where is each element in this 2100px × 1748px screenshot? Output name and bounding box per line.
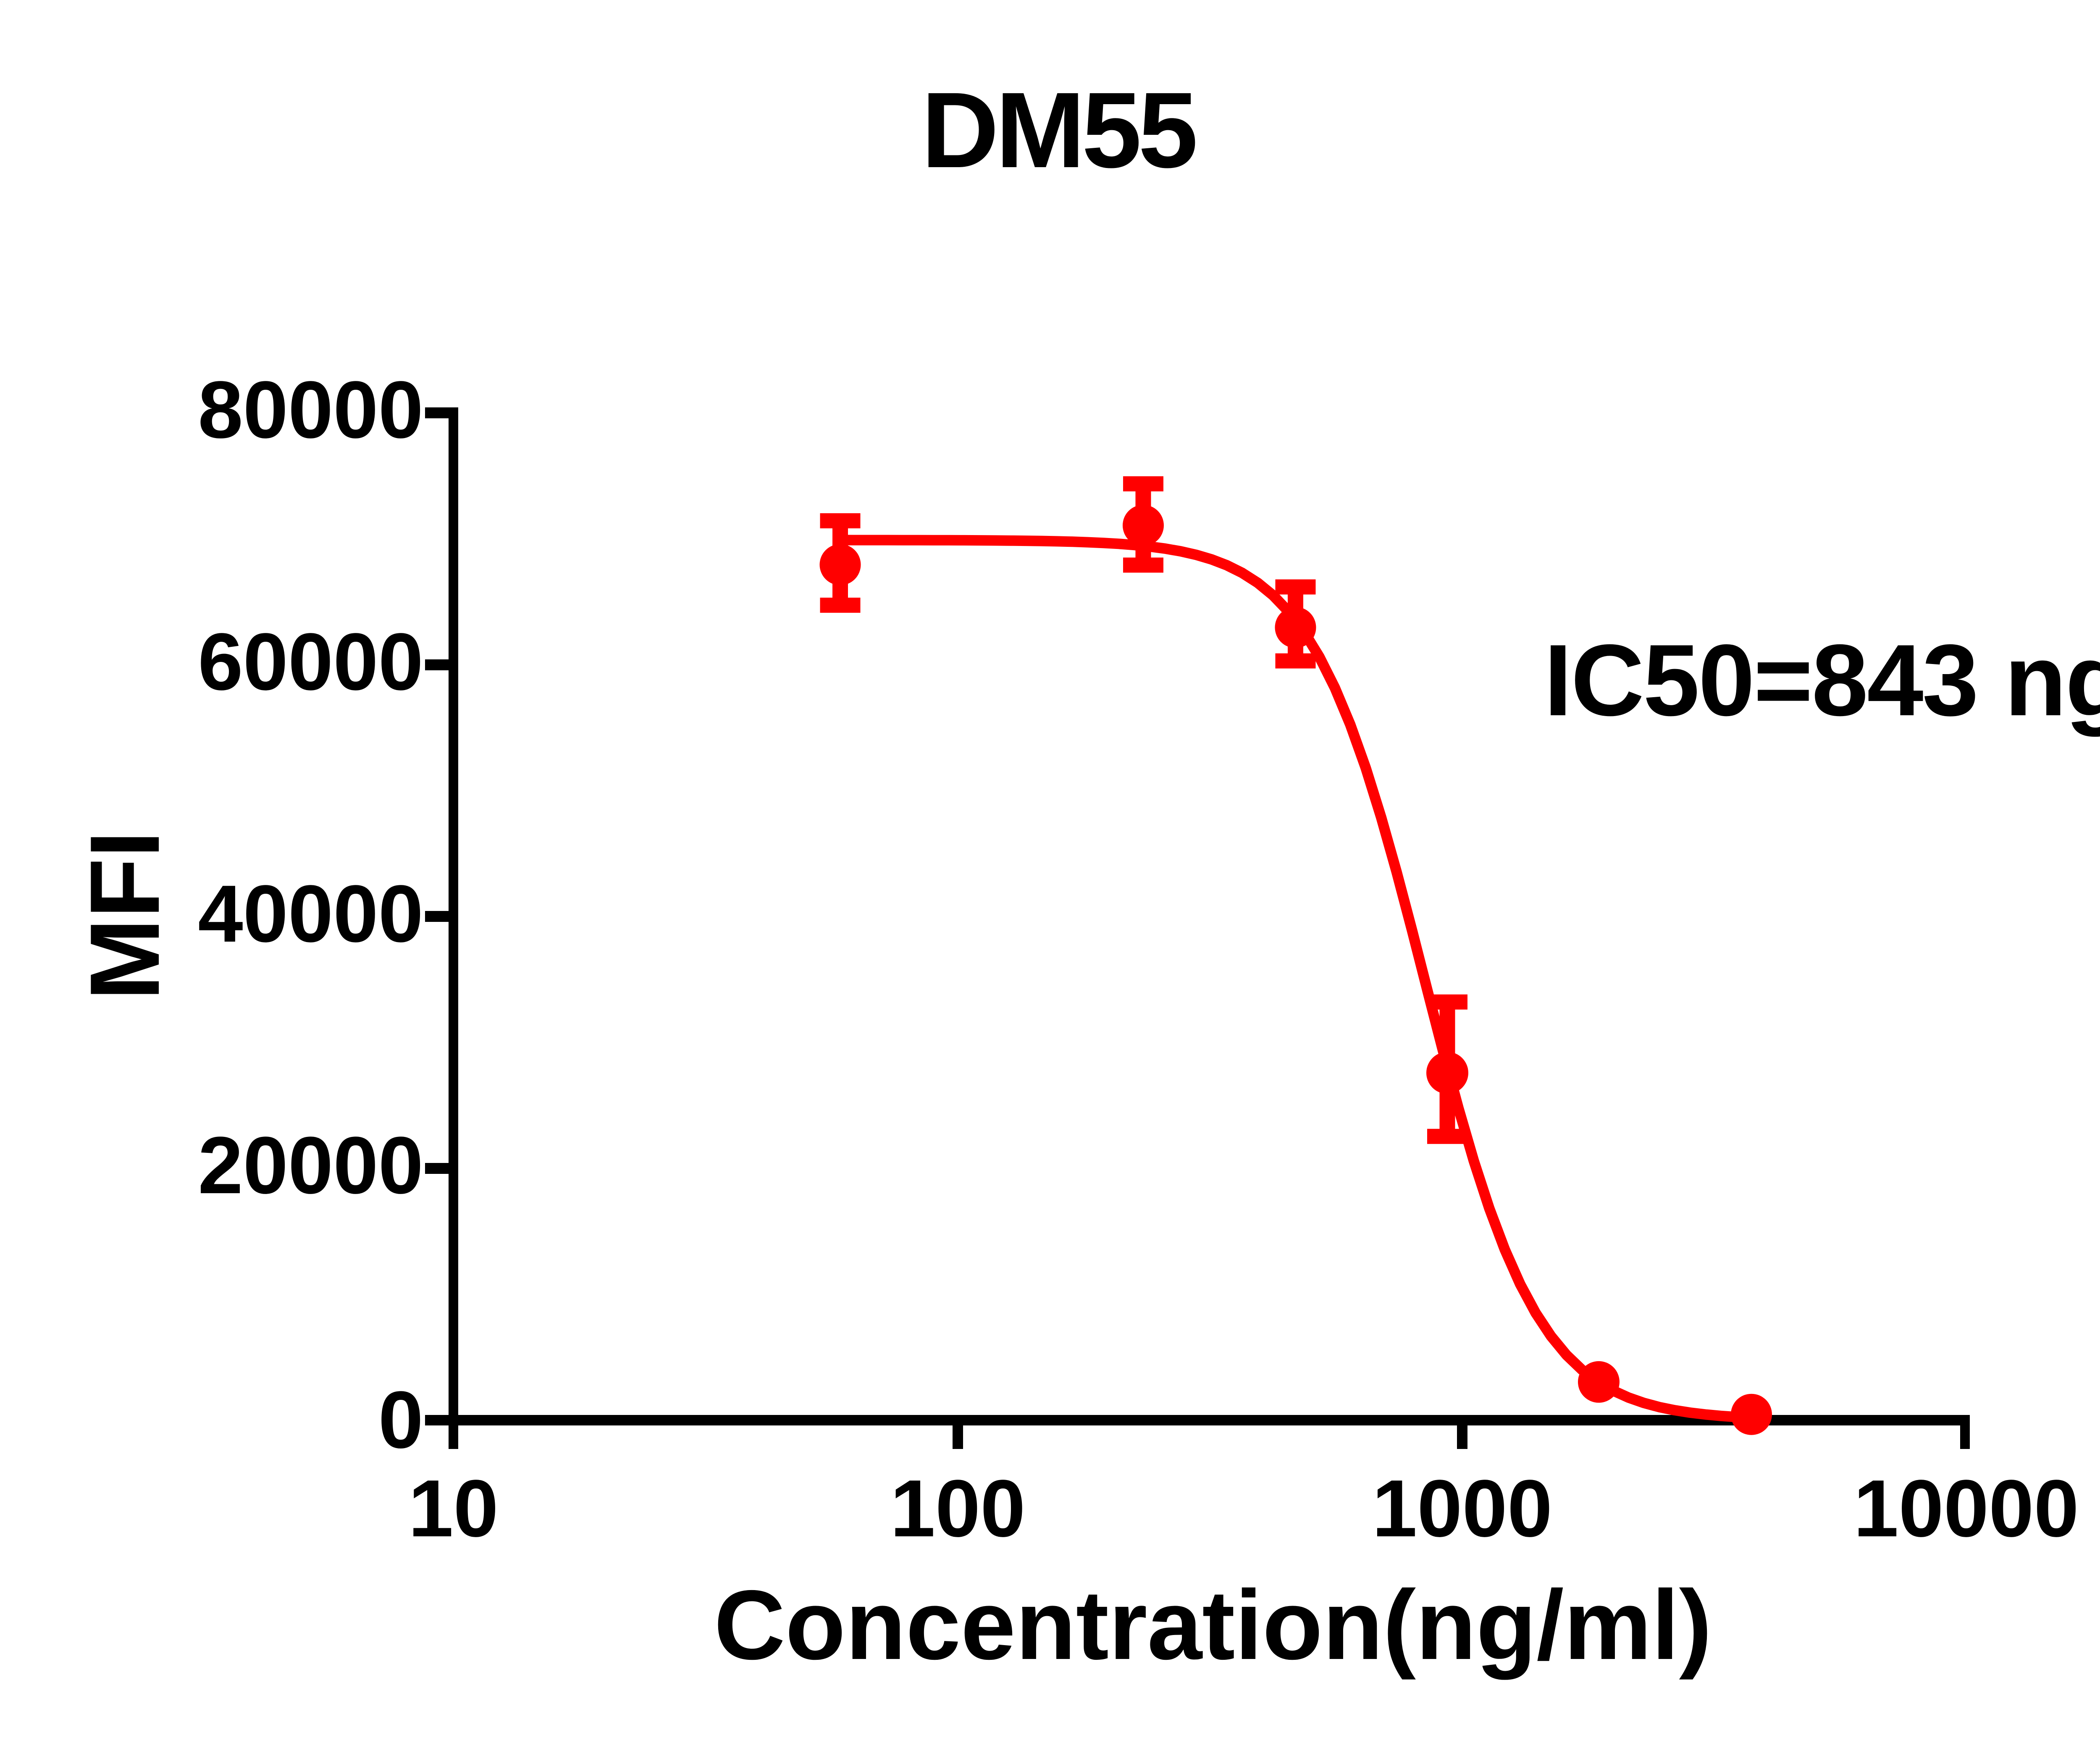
svg-text:40000: 40000: [198, 868, 423, 959]
svg-text:80000: 80000: [198, 364, 423, 455]
svg-text:MFI: MFI: [69, 831, 180, 1001]
svg-text:10000: 10000: [1853, 1463, 2079, 1554]
svg-text:DM55: DM55: [921, 70, 1196, 190]
svg-text:Concentration(ng/ml): Concentration(ng/ml): [714, 1570, 1712, 1680]
svg-text:0: 0: [378, 1374, 423, 1465]
svg-text:1000: 1000: [1372, 1463, 1552, 1554]
svg-text:20000: 20000: [198, 1120, 423, 1210]
svg-text:IC50=843 ng/ml: IC50=843 ng/ml: [1544, 624, 2100, 737]
svg-text:60000: 60000: [198, 616, 423, 707]
svg-text:10: 10: [408, 1463, 499, 1554]
svg-text:100: 100: [890, 1463, 1025, 1554]
